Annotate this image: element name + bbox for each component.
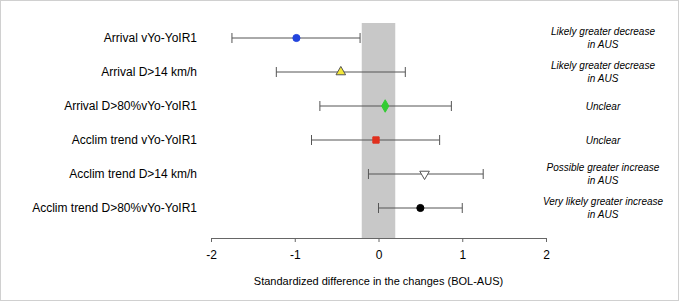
error-cap — [368, 169, 369, 179]
error-bar — [379, 203, 463, 213]
error-cap — [276, 67, 277, 77]
tick-label: 0 — [376, 248, 383, 262]
point — [373, 137, 379, 143]
point — [382, 100, 389, 112]
category-label: Acclim trend vYo-YoIR1 — [72, 133, 198, 147]
axis-line — [212, 239, 547, 243]
tick-label: 2 — [543, 248, 550, 262]
annotation-line: in AUS — [588, 209, 619, 220]
category-label: Acclim trend D>80%vYo-YoIR1 — [32, 201, 197, 215]
annotation: Possible greater increase in AUS — [547, 162, 660, 186]
annotation: Likely greater decrease in AUS — [551, 26, 655, 50]
error-bar — [368, 169, 483, 179]
plot-area — [232, 23, 483, 238]
annotation-line: Likely greater decrease — [551, 26, 655, 37]
tick: 2 — [543, 238, 550, 262]
error-bar — [312, 135, 440, 145]
tick-mark — [379, 238, 380, 242]
category-label: Arrival vYo-YoIR1 — [104, 31, 197, 45]
error-cap — [462, 203, 463, 213]
tick: 0 — [376, 238, 383, 262]
annotation-line: Very likely greater increase — [543, 196, 664, 207]
error-cap — [378, 203, 379, 213]
x-axis: -2 -1 0 1 2 — [206, 238, 550, 262]
trivial-band — [362, 23, 396, 238]
annotation-line: in AUS — [588, 39, 619, 50]
x-axis-title: Standardized difference in the changes (… — [254, 275, 503, 287]
tick-mark — [462, 238, 463, 242]
category-label: Arrival D>14 km/h — [101, 65, 197, 79]
point — [336, 66, 346, 74]
chart: -2 -1 0 1 2 Standardized difference in the ch… — [0, 0, 679, 301]
error-cap — [451, 101, 452, 111]
category-label: Arrival D>80%vYo-YoIR1 — [64, 99, 197, 113]
point — [417, 204, 424, 211]
annotation: Likely greater decrease in AUS — [551, 60, 655, 84]
tick-label: -2 — [206, 248, 217, 262]
annotation-line: in AUS — [588, 175, 619, 186]
annotation: Unclear — [586, 135, 621, 146]
error-bar — [232, 33, 360, 43]
error-cap — [405, 67, 406, 77]
frame — [1, 1, 679, 301]
error-bar — [276, 67, 405, 77]
error-cap — [319, 101, 320, 111]
annotation: Unclear — [586, 101, 621, 112]
tick-label: 1 — [459, 248, 466, 262]
tick-mark — [295, 238, 296, 242]
tick: 1 — [459, 238, 466, 262]
annotation-line: Likely greater decrease — [551, 60, 655, 71]
tick-mark — [211, 238, 212, 242]
point — [420, 171, 430, 179]
error-cap — [360, 33, 361, 43]
annotation-line: in AUS — [588, 73, 619, 84]
tick-label: -1 — [290, 248, 301, 262]
tick: -2 — [206, 238, 217, 262]
error-cap — [231, 33, 232, 43]
tick-mark — [546, 238, 547, 242]
point — [293, 34, 300, 41]
error-cap — [483, 169, 484, 179]
tick: -1 — [290, 238, 301, 262]
annotation-line: Possible greater increase — [547, 162, 660, 173]
category-label: Acclim trend D>14 km/h — [69, 167, 197, 181]
error-cap — [439, 135, 440, 145]
annotation-line: Unclear — [586, 101, 621, 112]
annotation-line: Unclear — [586, 135, 621, 146]
error-cap — [311, 135, 312, 145]
annotation: Very likely greater increase in AUS — [543, 196, 664, 220]
